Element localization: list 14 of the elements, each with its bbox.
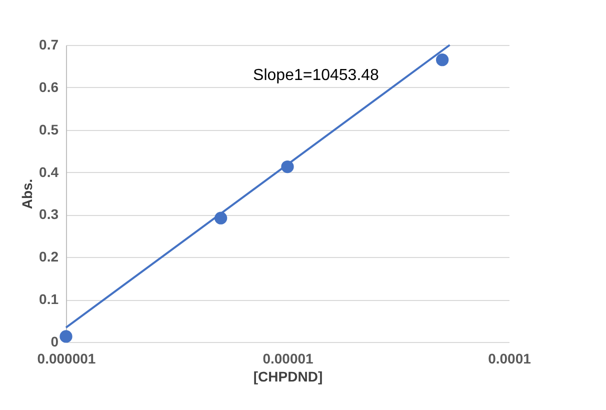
annotation: Slope1=10453.48 bbox=[253, 67, 380, 84]
y-axis-title: Abs. bbox=[19, 178, 36, 210]
x-tick-label: 0.00001 bbox=[262, 350, 314, 366]
x-tick-label: 0.000001 bbox=[37, 350, 96, 366]
y-tick-label: 0.4 bbox=[39, 164, 59, 180]
y-tick-label: 0.7 bbox=[39, 36, 59, 52]
y-tick-label: 0.6 bbox=[39, 78, 59, 95]
y-tick-label: 0.3 bbox=[39, 206, 59, 222]
y-tick-label: 0.5 bbox=[39, 121, 59, 138]
y-tick-label: 0.1 bbox=[39, 291, 59, 308]
y-tick-label: 0.2 bbox=[39, 248, 59, 265]
x-axis-title: [CHPDND] bbox=[253, 368, 323, 384]
x-tick-label: 0.0001 bbox=[488, 350, 532, 366]
y-tick-label: 0 bbox=[50, 334, 59, 350]
